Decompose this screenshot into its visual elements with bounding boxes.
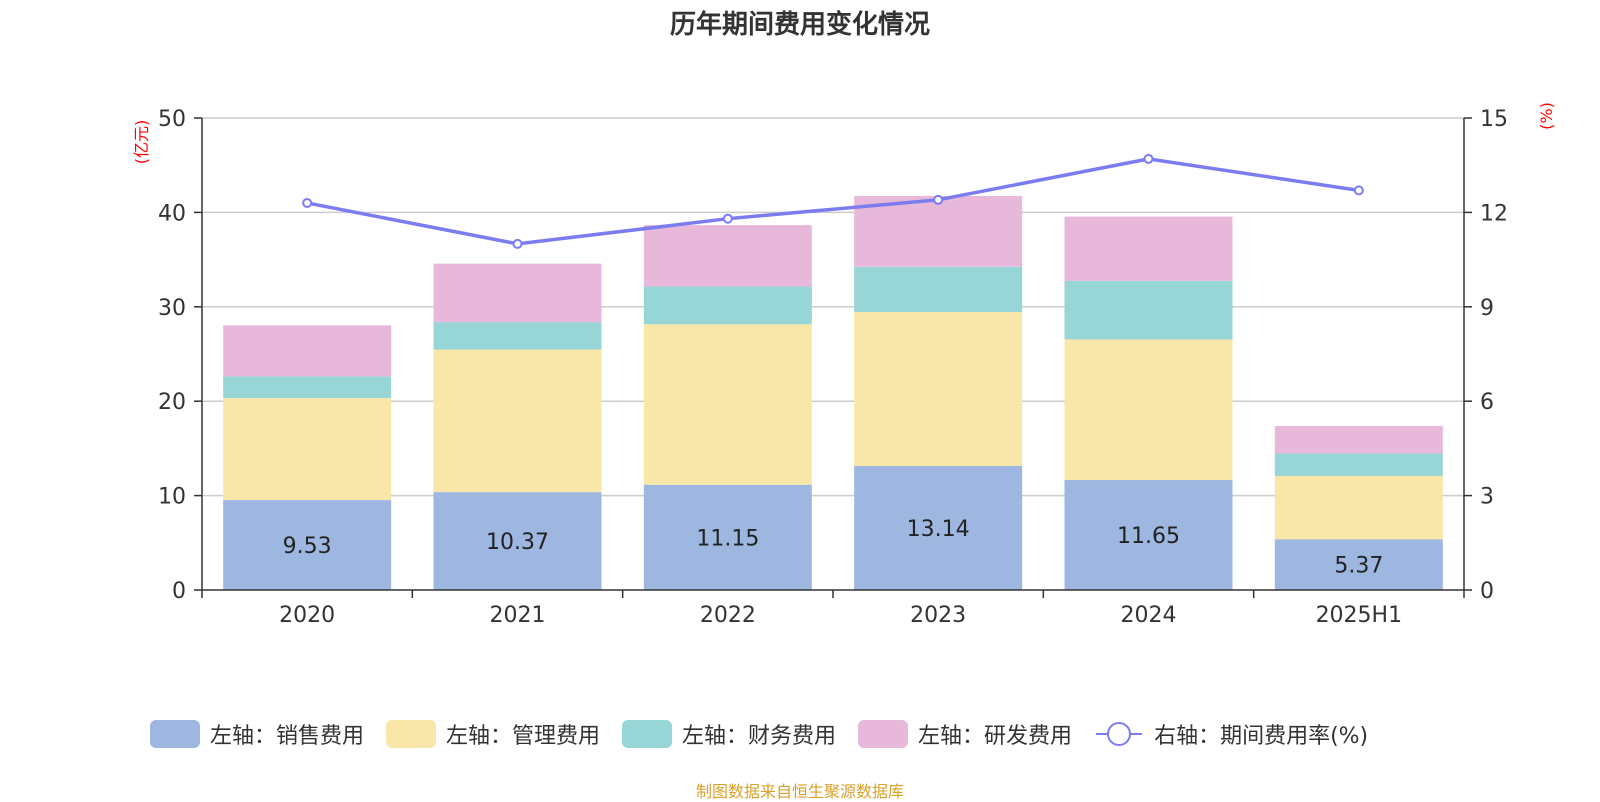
rate-point <box>512 238 523 249</box>
left-axis-unit: (亿元) <box>132 120 151 165</box>
bar-rnd <box>1274 426 1443 454</box>
axes: 0 10 20 30 40 50 0 3 6 9 12 15 2020 2021 2022 2023 2024 2… <box>132 102 1556 628</box>
data-label: 5.37 <box>1334 554 1383 579</box>
right-axis-tick-label: 0 <box>1480 579 1494 604</box>
bar-finance <box>433 322 602 350</box>
bar-finance <box>854 266 1023 313</box>
legend-label-finance: 左轴：财务费用 <box>682 724 837 749</box>
left-axis-tick-label: 0 <box>172 579 186 604</box>
rate-point <box>722 213 733 224</box>
legend-swatch-finance <box>622 720 673 748</box>
left-axis-tick-label: 50 <box>158 107 186 132</box>
right-axis-tick-label: 3 <box>1480 485 1494 510</box>
rate-point <box>1143 153 1154 164</box>
bar-sales <box>854 465 1023 590</box>
x-axis-tick-label: 2025H1 <box>1316 603 1403 628</box>
bar-admin <box>433 349 602 493</box>
legend-swatch-admin <box>386 720 437 748</box>
x-axis-tick-label: 2020 <box>279 603 335 628</box>
legend-swatch-rnd <box>858 720 909 748</box>
bar-finance <box>1064 280 1233 340</box>
bar-finance <box>1274 453 1443 477</box>
left-axis-tick-label: 30 <box>158 296 186 321</box>
rate-point <box>1353 185 1364 196</box>
legend-item-sales[interactable]: 左轴：销售费用 <box>150 718 364 750</box>
legend-label-rate: 右轴：期间费用率(%) <box>1154 724 1369 749</box>
grid-lines <box>202 117 1464 497</box>
x-axis-tick-label: 2022 <box>700 603 756 628</box>
rate-line-series <box>302 153 1364 249</box>
source-note: 制图数据来自恒生聚源数据库 <box>695 782 904 801</box>
data-label: 10.37 <box>486 530 549 555</box>
x-axis-tick-label: 2021 <box>490 603 546 628</box>
bar-series <box>223 195 1443 590</box>
data-label: 11.15 <box>696 526 759 551</box>
bar-finance <box>223 376 392 399</box>
bar-finance <box>643 286 812 325</box>
right-axis-unit: (%) <box>1537 102 1556 130</box>
chart-canvas: 9.53 10.37 11.15 13.14 11.655.37 01020304050… <box>132 102 1556 628</box>
bar-sales <box>643 484 812 590</box>
data-label: 9.53 <box>283 534 332 559</box>
bar-admin <box>854 312 1023 466</box>
rate-line <box>306 157 1360 246</box>
left-axis-tick-label: 10 <box>158 485 186 510</box>
rate-point <box>933 194 944 205</box>
chart-title: 历年期间费用变化情况 <box>669 10 930 40</box>
right-axis-tick-label: 15 <box>1480 107 1508 132</box>
bar-admin <box>223 398 392 501</box>
bar-sales <box>433 492 602 590</box>
data-labels: 9.53 10.37 11.15 13.14 11.65 5.37 <box>283 517 1384 579</box>
legend-line-marker-icon <box>1096 722 1143 746</box>
legend-label-rnd: 左轴：研发费用 <box>918 724 1073 749</box>
bar-admin <box>1274 476 1443 540</box>
x-axis-tick-label: 2023 <box>910 603 966 628</box>
bar-admin <box>643 324 812 485</box>
bar-rnd <box>854 195 1023 267</box>
right-axis-tick-label: 9 <box>1480 296 1494 321</box>
bar-rnd <box>643 225 812 287</box>
right-axis-tick-label: 6 <box>1480 390 1494 415</box>
bar-sales <box>223 500 392 590</box>
rate-point <box>302 197 313 208</box>
legend-item-admin[interactable]: 左轴：管理费用 <box>386 718 600 750</box>
legend-label-sales: 左轴：销售费用 <box>210 724 365 749</box>
x-axis-tick-label: 2024 <box>1121 603 1177 628</box>
legend-item-rnd[interactable]: 左轴：研发费用 <box>858 718 1072 750</box>
legend-item-rate[interactable]: 右轴：期间费用率(%) <box>1094 718 1368 750</box>
left-axis-tick-label: 20 <box>158 390 186 415</box>
legend: 左轴：销售费用 左轴：管理费用 左轴：财务费用 左轴：研发费用 右轴：期间费用率… <box>150 718 1390 750</box>
bar-admin <box>1064 339 1233 481</box>
right-axis-tick-label: 12 <box>1480 201 1508 226</box>
data-label: 13.14 <box>907 517 970 542</box>
legend-label-admin: 左轴：管理费用 <box>446 724 601 749</box>
bar-rnd <box>223 325 392 377</box>
bar-sales <box>1064 480 1233 590</box>
bar-rnd <box>1064 216 1233 281</box>
left-axis-tick-label: 40 <box>158 201 186 226</box>
legend-item-finance[interactable]: 左轴：财务费用 <box>622 718 836 750</box>
data-label: 11.65 <box>1117 524 1180 549</box>
legend-swatch-sales <box>150 720 200 748</box>
bar-rnd <box>433 263 602 323</box>
bar-sales <box>1274 539 1443 590</box>
